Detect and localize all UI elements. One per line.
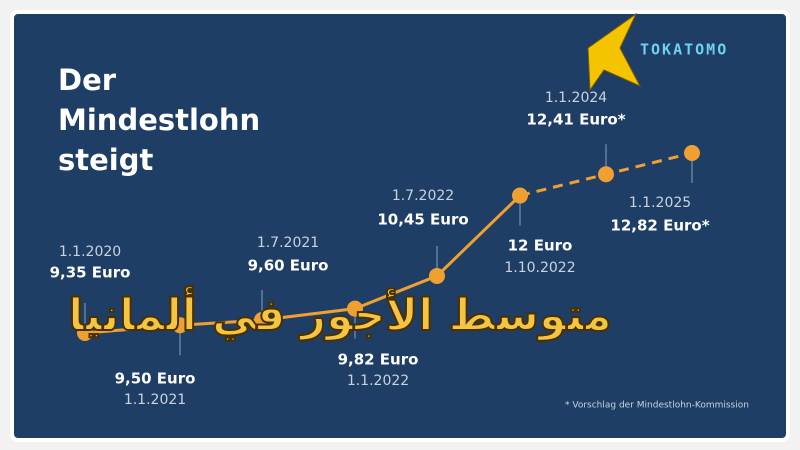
value-label: 9,60 Euro	[248, 257, 329, 275]
panel	[10, 10, 790, 442]
value-label: 12,41 Euro*	[526, 111, 625, 129]
point	[347, 300, 363, 317]
point	[429, 267, 445, 284]
value-label: 12,82 Euro*	[610, 217, 709, 235]
point	[598, 166, 614, 183]
point	[684, 145, 700, 161]
point	[77, 325, 93, 341]
value-label: 9,50 Euro	[115, 370, 196, 388]
chart-title: Der Mindestlohn steigt	[58, 63, 261, 177]
footnote: * Vorschlag der Mindestlohn-Kommission	[565, 401, 749, 411]
date-label: 1.10.2022	[504, 260, 575, 276]
date-label: 1.1.2022	[347, 373, 409, 389]
logo-text: TOKATOMO	[640, 41, 728, 59]
value-label: 10,45 Euro	[377, 211, 468, 229]
overlay-text: متوسط الأجور في ألمانيا	[68, 286, 612, 341]
date-label: 1.1.2025	[629, 195, 691, 211]
point	[254, 312, 270, 329]
date-label: 1.1.2024	[545, 90, 607, 106]
date-label: 1.7.2021	[257, 235, 319, 251]
value-label: 12 Euro	[508, 237, 573, 255]
logo-icon	[587, 12, 642, 92]
value-label: 9,82 Euro	[338, 351, 419, 369]
date-label: 1.1.2020	[59, 244, 121, 260]
value-label: 9,35 Euro	[50, 264, 131, 282]
point	[512, 187, 528, 204]
date-label: 1.7.2022	[392, 188, 454, 204]
date-label: 1.1.2021	[124, 392, 186, 408]
line-solid	[84, 194, 522, 335]
point	[172, 317, 188, 334]
